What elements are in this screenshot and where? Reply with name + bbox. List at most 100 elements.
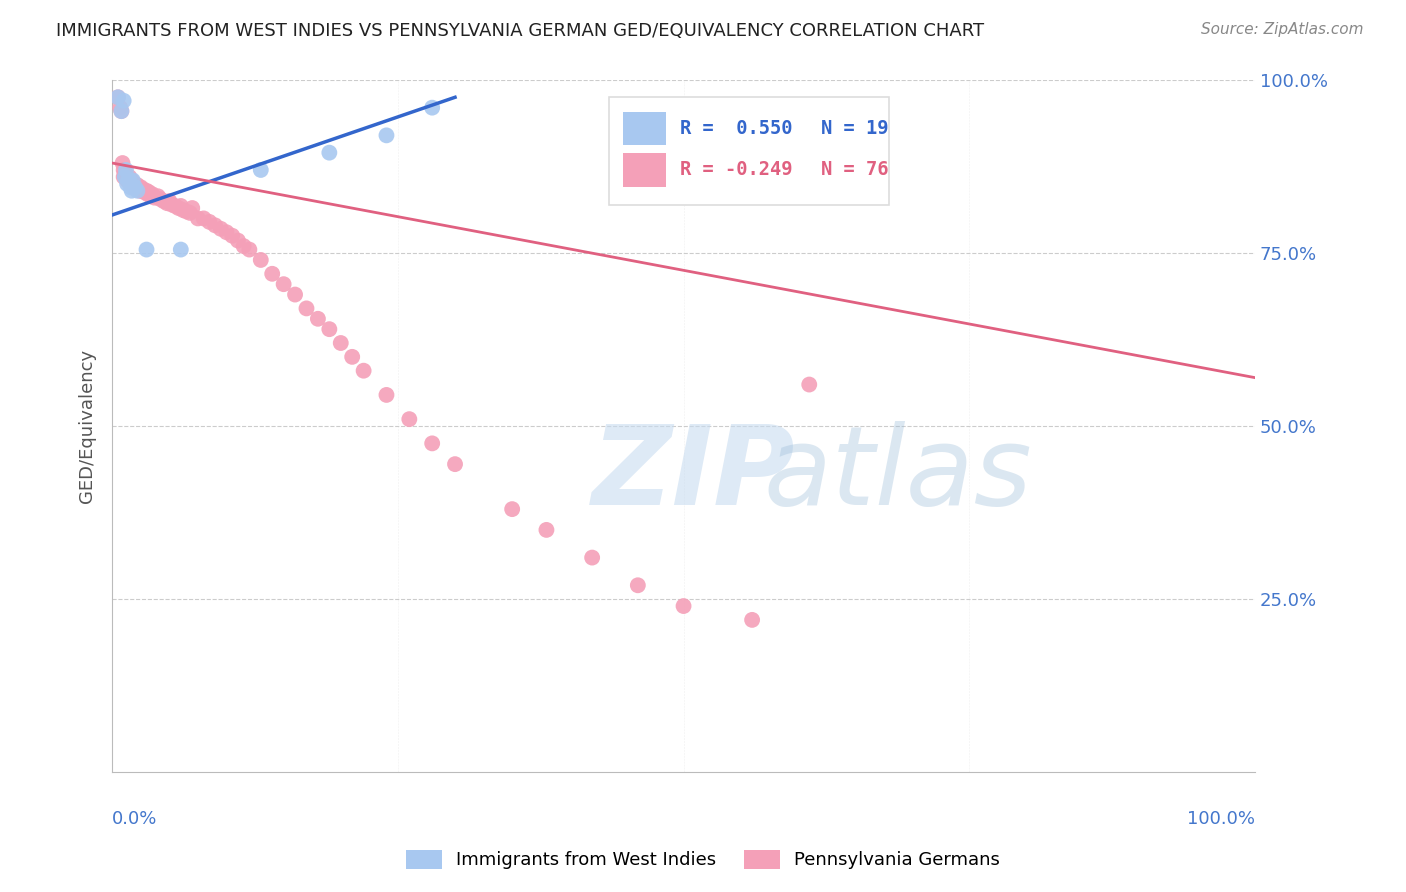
Point [172,203,194,218]
Point [167,201,190,215]
Point [124,178,146,193]
Point [115,169,138,184]
Point [398,412,420,426]
Y-axis label: GED/Equivalency: GED/Equivalency [79,349,96,503]
Point [318,322,340,336]
Point [107,90,129,104]
Point [121,184,143,198]
FancyBboxPatch shape [623,112,666,145]
Point [129,180,152,194]
Point [128,182,150,196]
Point [141,187,163,202]
Point [121,173,143,187]
Point [112,94,135,108]
Point [120,177,142,191]
Point [135,243,157,257]
Point [157,194,180,208]
Text: 0.0%: 0.0% [112,810,157,829]
Point [125,180,148,194]
Point [149,192,172,206]
Point [198,215,221,229]
Point [121,173,143,187]
Point [273,277,295,292]
Point [117,173,139,187]
Point [307,311,329,326]
Point [114,166,136,180]
Point [117,173,139,187]
Point [581,550,603,565]
Point [176,204,198,219]
Text: N = 76: N = 76 [821,161,889,179]
Point [444,457,467,471]
Point [132,182,155,196]
Point [329,336,352,351]
Point [193,211,215,226]
Point [262,267,284,281]
Point [238,243,260,257]
Point [152,194,174,208]
Point [501,502,523,516]
Point [170,199,193,213]
Point [170,243,193,257]
Point [115,163,138,178]
Point [375,128,398,143]
Point [221,228,243,243]
Point [284,287,307,301]
Point [124,180,146,194]
Text: ZIP: ZIP [592,421,796,528]
Point [121,178,143,193]
Point [139,189,162,203]
Point [318,145,340,160]
FancyBboxPatch shape [609,97,889,204]
Point [179,206,201,220]
Point [146,189,169,203]
Point [124,177,146,191]
Point [136,187,159,202]
Point [122,180,145,194]
Text: R = -0.249: R = -0.249 [681,161,793,179]
Point [107,90,129,104]
Point [160,197,183,211]
Point [128,184,150,198]
Point [110,104,132,119]
Point [536,523,558,537]
Point [120,180,142,194]
Text: atlas: atlas [763,421,1032,528]
Point [249,252,271,267]
Point [118,173,141,187]
Legend: Immigrants from West Indies, Pennsylvania Germans: Immigrants from West Indies, Pennsylvani… [396,841,1010,879]
Point [118,169,141,184]
Text: Source: ZipAtlas.com: Source: ZipAtlas.com [1201,22,1364,37]
Text: R =  0.550: R = 0.550 [681,119,793,138]
Text: N = 19: N = 19 [821,119,889,138]
Point [143,191,166,205]
Point [187,211,209,226]
Point [672,599,695,613]
Point [112,169,135,184]
Point [799,377,821,392]
Point [232,239,254,253]
Text: 100.0%: 100.0% [1187,810,1256,829]
Point [627,578,650,592]
Point [165,199,187,213]
Point [110,104,132,119]
Point [135,184,157,198]
Point [215,225,238,239]
Point [295,301,318,316]
Point [134,185,156,199]
Point [209,222,232,236]
Point [420,101,443,115]
Point [249,163,271,178]
Point [111,156,134,170]
Point [226,234,249,248]
Point [115,173,138,187]
Point [741,613,763,627]
Point [114,169,136,184]
Point [156,196,179,211]
Point [115,177,138,191]
Point [138,185,160,199]
Point [353,364,375,378]
Point [127,184,149,198]
Point [118,173,141,187]
Point [340,350,363,364]
